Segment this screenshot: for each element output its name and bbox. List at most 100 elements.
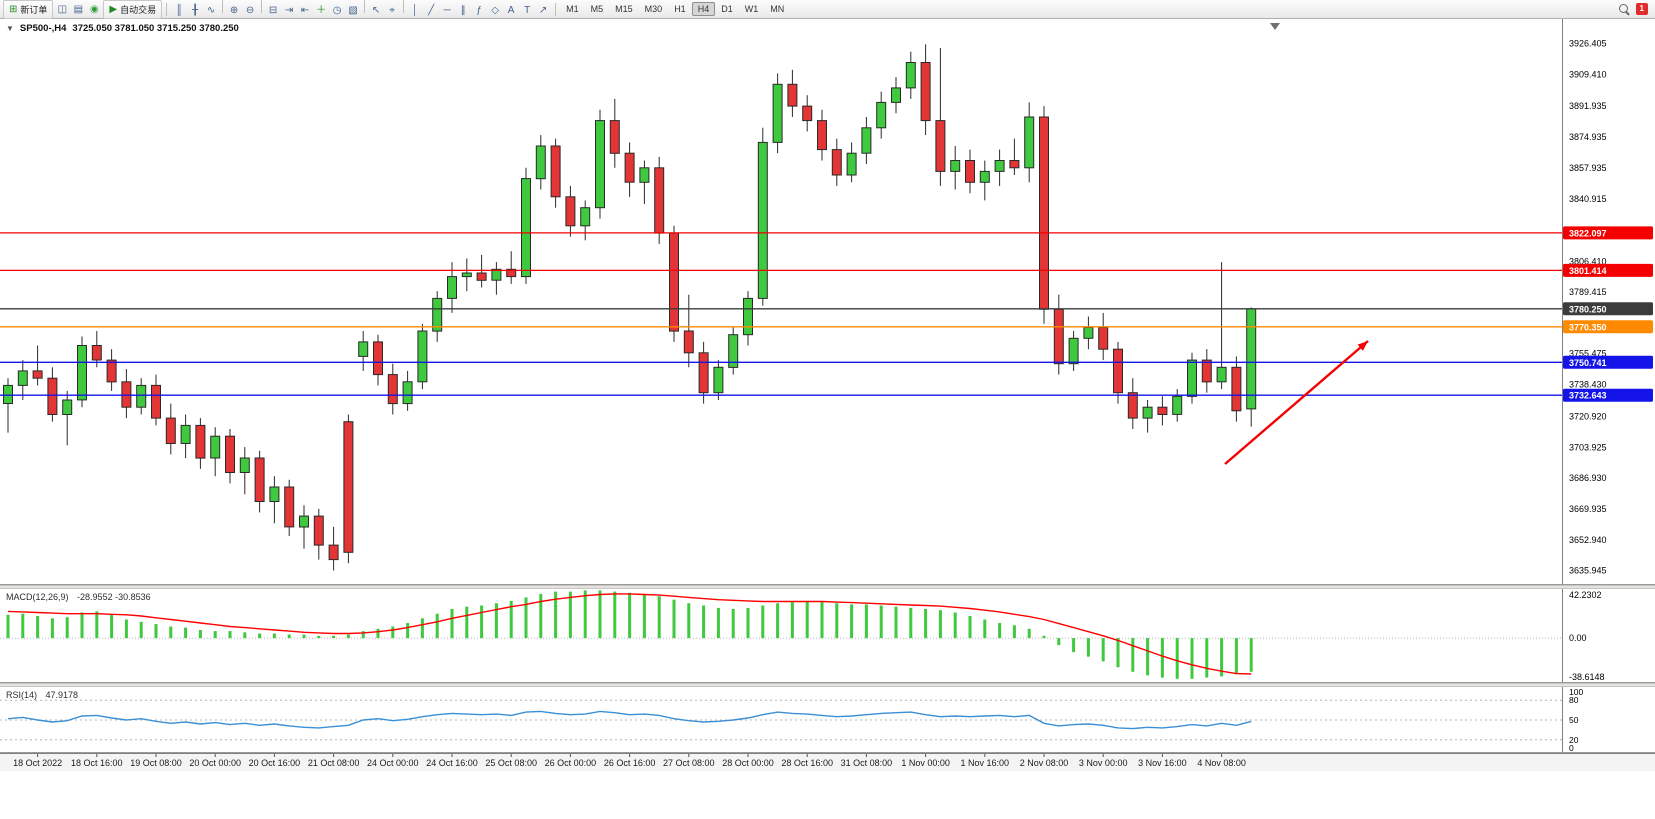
rsi-scale-label: 0	[1569, 743, 1574, 753]
timeframe-h4[interactable]: H4	[691, 2, 716, 16]
candlestick-chart-icon[interactable]: ╂	[192, 5, 199, 16]
time-axis-label: 26 Oct 00:00	[545, 758, 597, 768]
candlestick	[313, 515, 324, 546]
candlestick	[1201, 359, 1212, 383]
shapes-icon[interactable]: ◇	[491, 5, 499, 16]
chart-shift-icon[interactable]: ⇤	[300, 5, 310, 16]
new-order-button[interactable]: ⊞ 新订单	[3, 0, 54, 19]
horizontal-line-icon[interactable]: ─	[443, 5, 451, 16]
time-axis-label: 3 Nov 00:00	[1079, 758, 1128, 768]
price-axis-bg[interactable]	[1562, 687, 1655, 753]
candlestick	[3, 384, 13, 404]
candlestick	[1098, 326, 1109, 350]
new-chart-icon[interactable]: ◫	[57, 3, 68, 15]
macd-panel[interactable]: 42.2302 0.00 -38.6148	[0, 589, 1655, 683]
one-click-trading-toggle[interactable]: ▼	[6, 24, 14, 33]
candlestick	[609, 120, 620, 154]
price-badge	[1563, 263, 1653, 277]
macd-scale-label: 0.00	[1569, 633, 1587, 643]
timeframe-w1[interactable]: W1	[744, 4, 759, 14]
candlestick	[1083, 326, 1094, 339]
auto-scroll-icon[interactable]: ⇥	[284, 5, 294, 16]
price-axis-label: 3926.405	[1569, 39, 1607, 49]
price-axis-label: 3686.930	[1569, 473, 1607, 483]
crosshair-icon[interactable]: ⌖	[389, 5, 395, 16]
candlestick	[743, 297, 753, 336]
price-axis-bg[interactable]	[1562, 589, 1655, 683]
candlestick	[935, 120, 946, 172]
bar-chart-icon[interactable]: ║	[175, 5, 183, 16]
timeframe-m1[interactable]: M1	[566, 4, 579, 14]
timeframe-m15[interactable]: M15	[615, 4, 633, 14]
price-badge	[1563, 320, 1653, 334]
candlestick	[432, 297, 443, 332]
macd-label: MACD(12,26,9) -28.9552 -30.8536	[6, 592, 151, 602]
candlestick	[965, 160, 975, 183]
arrows-icon[interactable]: ↗	[538, 5, 548, 16]
candlestick	[1231, 366, 1242, 412]
search-icon[interactable]	[1618, 3, 1630, 15]
equidistant-channel-icon[interactable]: ∥	[460, 5, 466, 16]
candlestick	[950, 160, 961, 172]
candlestick	[550, 145, 561, 198]
main-chart-panel[interactable]: 3926.405 3909.410 3891.935 3874.935 3857.935…	[0, 19, 1655, 585]
price-badge	[1563, 302, 1653, 316]
timeframe-m5[interactable]: M5	[590, 4, 604, 14]
trendline-icon[interactable]: ╱	[428, 5, 435, 16]
time-axis-bg[interactable]	[0, 753, 1655, 771]
zoom-in-icon[interactable]: ⊕	[229, 5, 239, 16]
candlestick	[373, 341, 383, 376]
tile-windows-icon[interactable]: ⊟	[268, 5, 278, 16]
candlestick	[284, 486, 295, 528]
candlestick	[210, 435, 221, 459]
candlestick	[802, 105, 813, 122]
trend-arrow[interactable]	[1224, 340, 1369, 465]
chart-shift-marker[interactable]	[1270, 23, 1280, 30]
time-axis-label: 28 Oct 00:00	[722, 758, 774, 768]
time-axis-label: 20 Oct 16:00	[249, 758, 301, 768]
auto-trading-button[interactable]: ▶ 自动交易	[103, 0, 163, 19]
notification-badge[interactable]: 1	[1635, 3, 1648, 15]
community-icon[interactable]: ◉	[90, 3, 99, 15]
candlestick	[1187, 359, 1197, 397]
panel-splitter[interactable]	[0, 585, 1655, 589]
candlestick	[195, 424, 206, 459]
timeframe-h1[interactable]: H1	[674, 4, 686, 14]
chart-tool-icons: ║ ╂ ∿ ⊕ ⊖ ⊟ ⇥ ⇤ ＋ ◷ ▧ ↖ ⌖ │ ╱ ─ ∥ ƒ ◇ A T ↗	[171, 0, 551, 18]
candlestick	[491, 268, 502, 281]
time-axis-label: 1 Nov 00:00	[901, 758, 950, 768]
vertical-line-icon[interactable]: │	[412, 5, 419, 16]
candlestick	[1009, 160, 1020, 169]
time-axis-label: 2 Nov 08:00	[1020, 758, 1069, 768]
label-icon[interactable]: T	[524, 5, 531, 16]
rsi-name: RSI(14)	[6, 690, 38, 700]
panel-splitter[interactable]	[0, 683, 1655, 687]
cursor-icon[interactable]: ↖	[371, 5, 381, 16]
zoom-out-icon[interactable]: ⊖	[245, 5, 255, 16]
price-badge-value: 3780.250	[1569, 304, 1607, 314]
price-badge	[1563, 226, 1653, 240]
candlestick	[535, 145, 546, 180]
candlestick	[891, 87, 901, 103]
fibonacci-icon[interactable]: ƒ	[476, 5, 482, 16]
candlestick	[447, 276, 457, 299]
time-axis[interactable]: 18 Oct 2022 18 Oct 16:00 19 Oct 08:00 20 Oc…	[0, 753, 1655, 771]
candlestick	[624, 152, 635, 183]
candlestick	[225, 435, 235, 474]
price-axis-bg[interactable]	[1562, 19, 1655, 585]
timeframe-mn[interactable]: MN	[770, 4, 785, 14]
price-axis-label: 3755.475	[1569, 349, 1607, 359]
candlestick	[476, 272, 487, 281]
timeframe-d1[interactable]: D1	[721, 4, 733, 14]
candlestick	[994, 160, 1005, 172]
templates-icon[interactable]: ▧	[348, 5, 358, 16]
price-axis-label: 3840.915	[1569, 194, 1607, 204]
periods-icon[interactable]: ◷	[332, 5, 342, 16]
profiles-icon[interactable]: ▤	[73, 3, 84, 15]
candlestick	[654, 167, 665, 234]
indicators-icon[interactable]: ＋	[316, 5, 327, 16]
line-chart-icon[interactable]: ∿	[206, 5, 216, 16]
timeframe-m30[interactable]: M30	[644, 4, 663, 14]
text-icon[interactable]: A	[507, 5, 515, 16]
